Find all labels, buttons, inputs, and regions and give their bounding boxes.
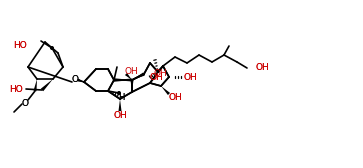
Polygon shape [118, 99, 122, 111]
Text: HO: HO [9, 85, 23, 94]
Polygon shape [114, 78, 132, 82]
Text: OH: OH [154, 69, 168, 77]
Polygon shape [132, 72, 145, 80]
Text: OH: OH [149, 73, 163, 81]
Text: OH: OH [124, 67, 138, 75]
Circle shape [51, 47, 53, 49]
Text: HO: HO [13, 41, 27, 51]
Polygon shape [157, 66, 163, 73]
Polygon shape [131, 80, 134, 92]
Text: H: H [118, 94, 124, 102]
Polygon shape [78, 79, 84, 82]
Text: OH: OH [168, 94, 182, 102]
Polygon shape [161, 86, 170, 95]
Text: OH: OH [168, 94, 182, 102]
Text: HO: HO [9, 85, 23, 94]
Text: HO: HO [13, 41, 27, 51]
Polygon shape [114, 78, 132, 81]
Text: OH: OH [183, 73, 197, 81]
Polygon shape [150, 83, 161, 86]
Polygon shape [150, 77, 155, 83]
Text: O: O [72, 75, 78, 85]
Text: OH: OH [113, 112, 127, 120]
Text: OH: OH [149, 73, 163, 81]
Polygon shape [33, 79, 37, 91]
Polygon shape [41, 79, 53, 91]
Text: OH: OH [255, 64, 269, 73]
Circle shape [118, 92, 120, 94]
Text: O: O [72, 75, 78, 85]
Polygon shape [125, 73, 132, 80]
Text: OH: OH [113, 112, 127, 120]
Text: O: O [21, 99, 29, 109]
Text: H: H [118, 94, 124, 102]
Text: OH: OH [255, 64, 269, 73]
Text: OH: OH [183, 73, 197, 81]
Text: O: O [21, 99, 29, 109]
